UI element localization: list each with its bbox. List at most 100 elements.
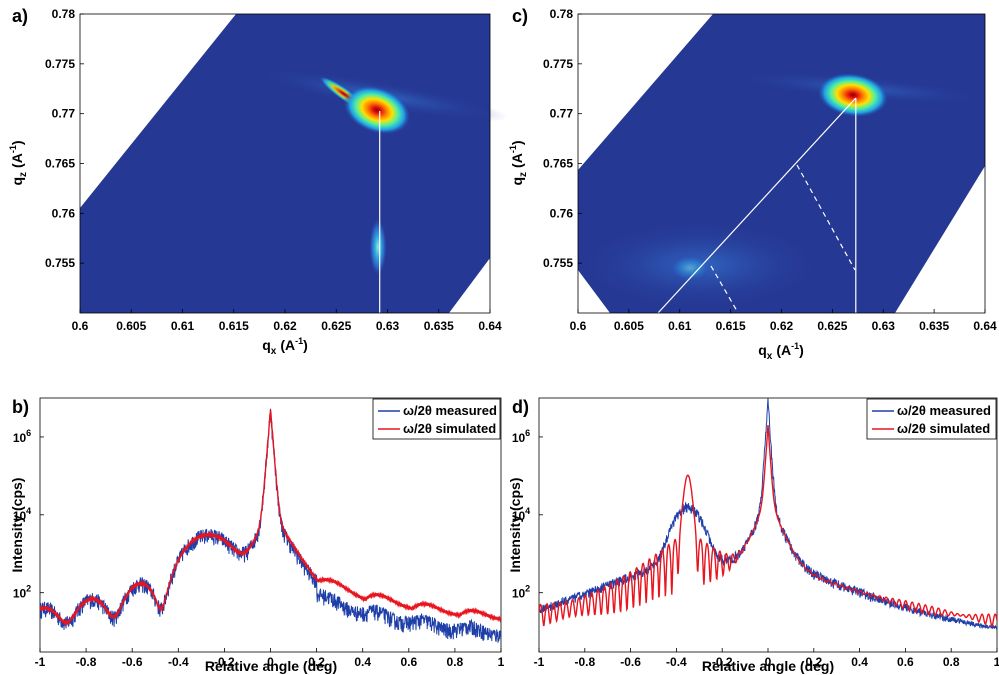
map-a bbox=[80, 14, 509, 313]
x-tick-label: -0.2 bbox=[712, 655, 733, 669]
y-tick-label: 0.775 bbox=[543, 57, 573, 71]
y-tick-label: 0.76 bbox=[550, 206, 574, 220]
x-tick-label: 0 bbox=[267, 655, 274, 669]
y-tick-label: 104 bbox=[13, 506, 31, 523]
map-c bbox=[575, 14, 990, 314]
y-tick-label: 0.775 bbox=[45, 57, 75, 71]
legend-label-measured: ω/2θ measured bbox=[897, 403, 991, 418]
y-tick-label: 102 bbox=[13, 584, 31, 601]
legend-label-measured: ω/2θ measured bbox=[403, 403, 497, 418]
x-tick-label: -0.4 bbox=[666, 655, 687, 669]
x-tick-label: 0.61 bbox=[668, 319, 692, 333]
xlabel-a: qx (A-1) bbox=[262, 336, 308, 357]
x-tick-label: -0.4 bbox=[168, 655, 189, 669]
series-line-simulated bbox=[40, 409, 501, 627]
x-tick-label: 0.4 bbox=[354, 655, 371, 669]
legend-box bbox=[372, 398, 501, 440]
x-tick-label: 0.61 bbox=[171, 319, 195, 333]
x-tick-label: 0.6 bbox=[570, 319, 587, 333]
y-tick-label: 0.78 bbox=[550, 7, 574, 21]
axes-box-b bbox=[39, 397, 502, 653]
legend-label-simulated: ω/2θ simulated bbox=[897, 421, 990, 436]
scan-line-diagonal bbox=[657, 97, 857, 314]
layer-peak bbox=[369, 217, 387, 277]
y-tick-label: 0.755 bbox=[45, 256, 75, 270]
x-tick-label: -1 bbox=[534, 655, 545, 669]
x-tick-label: 0.605 bbox=[116, 319, 146, 333]
x-tick-label: 0 bbox=[765, 655, 772, 669]
x-tick-label: 0.64 bbox=[973, 319, 997, 333]
x-tick-label: 0.6 bbox=[400, 655, 417, 669]
ticks-c: 0.6 0.605 0.61 0.615 0.62 0.625 0.63 0.635 0.64 0… bbox=[543, 7, 997, 333]
y-tick-label: 0.76 bbox=[52, 206, 76, 220]
legend-label-simulated: ω/2θ simulated bbox=[403, 421, 496, 436]
x-tick-label: 0.4 bbox=[851, 655, 868, 669]
layer-peak bbox=[668, 254, 712, 282]
x-tick-label: -0.2 bbox=[214, 655, 235, 669]
x-tick-label: 0.63 bbox=[376, 319, 400, 333]
x-tick-label: 0.615 bbox=[716, 319, 746, 333]
y-tick-label: 0.77 bbox=[550, 107, 574, 121]
y-tick-label: 102 bbox=[512, 584, 530, 601]
legend-b: ω/2θ measured ω/2θ simulated bbox=[372, 398, 501, 440]
substrate-peak bbox=[343, 85, 411, 135]
legend-box bbox=[866, 398, 997, 440]
xlabel-c: qx (A-1) bbox=[758, 341, 804, 362]
ticks-a: 0.6 0.605 0.61 0.615 0.62 0.625 0.63 0.635 0.64 0… bbox=[45, 7, 502, 333]
panel-label-b: b) bbox=[12, 397, 29, 417]
xlabel-b: Relative angle (deg) bbox=[205, 658, 337, 674]
ylabel-d: Intensity (cps) bbox=[507, 478, 523, 573]
x-tick-label: 0.605 bbox=[614, 319, 644, 333]
ticks-d: -1 -0.8 -0.6 -0.4 -0.2 0 0.2 0.4 0.6 0.8 1 102 104 10… bbox=[512, 428, 999, 669]
x-tick-label: 0.625 bbox=[321, 319, 351, 333]
ylabel-c: qz(A-1) bbox=[508, 140, 529, 185]
ylabel-a: qz(A-1) bbox=[8, 140, 29, 185]
x-tick-label: 1 bbox=[994, 655, 999, 669]
y-tick-label: 0.78 bbox=[52, 7, 76, 21]
x-tick-label: 0.63 bbox=[872, 319, 896, 333]
dashed-line-upper bbox=[796, 164, 856, 271]
x-tick-label: 0.62 bbox=[770, 319, 794, 333]
x-tick-label: 0.625 bbox=[817, 319, 847, 333]
y-tick-label: 106 bbox=[512, 428, 530, 445]
y-tick-label: 0.77 bbox=[52, 107, 76, 121]
x-tick-label: 0.2 bbox=[805, 655, 822, 669]
x-tick-label: 0.62 bbox=[273, 319, 297, 333]
panel-d: d) -1 -0.8 -0.6 -0.4 -0.2 0 0.2 0.4 0.6 0.8 1 102 10… bbox=[507, 397, 999, 674]
series-line-measured bbox=[539, 398, 997, 630]
panel-label-a: a) bbox=[12, 6, 28, 26]
x-tick-label: 0.6 bbox=[897, 655, 914, 669]
y-tick-label: 0.765 bbox=[45, 157, 75, 171]
x-tick-label: -0.8 bbox=[574, 655, 595, 669]
y-tick-label: 104 bbox=[512, 506, 530, 523]
panel-a: a) 0.6 0.605 0.61 0.615 0.62 0.625 0.63 0.635 0.… bbox=[8, 6, 509, 357]
y-tick-label: 0.755 bbox=[543, 256, 573, 270]
x-tick-label: -0.6 bbox=[122, 655, 143, 669]
series-line-simulated bbox=[539, 424, 997, 628]
curves-b bbox=[40, 408, 501, 643]
x-tick-label: 1 bbox=[498, 655, 505, 669]
x-tick-label: 0.635 bbox=[424, 319, 454, 333]
x-tick-label: 0.6 bbox=[72, 319, 89, 333]
y-tick-label: 106 bbox=[13, 428, 31, 445]
x-tick-label: 0.64 bbox=[478, 319, 502, 333]
panel-label-c: c) bbox=[512, 6, 528, 26]
x-tick-label: 0.2 bbox=[308, 655, 325, 669]
x-tick-label: -0.6 bbox=[620, 655, 641, 669]
map-region bbox=[80, 14, 490, 313]
x-tick-label: 0.635 bbox=[919, 319, 949, 333]
x-tick-label: 0.615 bbox=[219, 319, 249, 333]
legend-d: ω/2θ measured ω/2θ simulated bbox=[866, 398, 997, 440]
x-tick-label: -1 bbox=[35, 655, 46, 669]
substrate-peak bbox=[817, 72, 889, 118]
x-tick-label: 0.8 bbox=[447, 655, 464, 669]
ylabel-b: Intensity (cps) bbox=[9, 478, 25, 573]
x-tick-label: 0.8 bbox=[943, 655, 960, 669]
y-tick-label: 0.765 bbox=[543, 157, 573, 171]
panel-b: b) -1 -0.8 -0.6 -0.4 -0.2 0 0.2 0.4 0.6 0.8 1 102 10… bbox=[9, 397, 505, 674]
axes-box-d bbox=[538, 397, 998, 653]
panel-label-d: d) bbox=[512, 397, 529, 417]
xlabel-d: Relative angle (deg) bbox=[702, 658, 834, 674]
ticks-b: -1 -0.8 -0.6 -0.4 -0.2 0 0.2 0.4 0.6 0.8 1 102 104 10… bbox=[13, 428, 505, 669]
